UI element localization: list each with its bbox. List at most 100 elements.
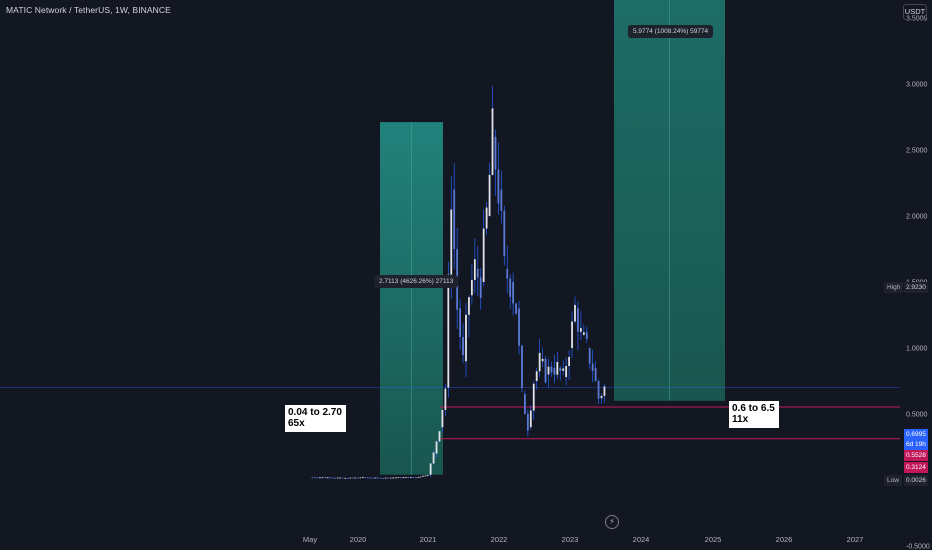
candle-body	[506, 268, 509, 279]
candle-body	[339, 477, 342, 479]
candle-body	[500, 189, 503, 211]
candle-body	[404, 477, 407, 478]
candle-body	[324, 477, 326, 479]
candle-body	[585, 332, 588, 339]
candle-body	[415, 477, 417, 479]
candle-body	[438, 431, 441, 442]
candle-body	[432, 452, 435, 464]
candle-body	[344, 477, 347, 479]
candle-body	[354, 477, 357, 479]
candle-body	[326, 477, 329, 479]
candle-body	[341, 477, 344, 479]
note-right-line2: 11x	[732, 414, 749, 425]
x-tick-label: 2027	[847, 535, 864, 544]
candle-body	[524, 394, 526, 415]
candle-body	[577, 308, 579, 332]
candle-body	[562, 368, 565, 371]
candle-body	[394, 477, 397, 479]
candle-body	[441, 409, 444, 428]
candle-body	[387, 477, 390, 479]
candle-body	[459, 308, 462, 338]
y-tick-label: 0.5000	[906, 412, 928, 419]
note-right[interactable]: 0.6 to 6.5 11x	[729, 401, 779, 428]
candle-body	[541, 358, 544, 362]
candle-body	[364, 477, 367, 479]
candle-body	[331, 477, 334, 479]
candle-body	[351, 477, 354, 479]
candle-body	[462, 337, 464, 356]
candle-body	[465, 314, 467, 362]
candle-body	[369, 477, 372, 479]
projection-box[interactable]	[380, 122, 443, 475]
candle-body	[518, 308, 520, 346]
x-tick-label: 2024	[633, 535, 650, 544]
level1-tag: 0.5528	[904, 450, 928, 461]
candle-body	[447, 274, 450, 388]
candle-body	[579, 328, 582, 332]
candle-body	[509, 278, 512, 297]
note-left-line1: 0.04 to 2.70	[288, 407, 342, 418]
candle-body	[389, 477, 392, 479]
candle-body	[515, 303, 517, 314]
candle-body	[336, 477, 339, 479]
candle-body	[346, 478, 349, 479]
candle-body	[603, 386, 606, 396]
currency-button[interactable]: USDT	[903, 4, 927, 20]
candle-body	[568, 356, 570, 366]
countdown-tag: 6d 19h	[904, 439, 928, 450]
candle-body	[468, 297, 470, 315]
candle-body	[399, 477, 402, 479]
candle-body	[547, 366, 550, 375]
candle-body	[479, 277, 482, 298]
candle-body	[419, 476, 422, 478]
x-tick-label: May	[303, 535, 317, 544]
high-label: High	[884, 282, 904, 293]
candle-body	[356, 477, 359, 479]
x-tick-label: 2023	[562, 535, 579, 544]
candle-body	[429, 463, 432, 475]
candle-body	[412, 477, 415, 478]
candle-body	[491, 108, 494, 175]
candle-body	[444, 388, 447, 410]
low-label: Low	[884, 475, 902, 486]
candle-body	[521, 345, 523, 389]
projection-box[interactable]	[614, 0, 725, 401]
candle-body	[422, 475, 424, 477]
candle-body	[526, 414, 529, 431]
note-left-line2: 65x	[288, 418, 305, 429]
level2-tag: 0.3124	[904, 462, 928, 473]
note-left[interactable]: 0.04 to 2.70 65x	[285, 405, 346, 432]
candle-body	[550, 366, 553, 373]
candle-body	[329, 477, 331, 479]
flash-icon[interactable]: ⚡	[605, 515, 619, 529]
candle-body	[556, 361, 559, 375]
candle-body	[372, 477, 374, 479]
candle-body	[409, 477, 412, 478]
candle-body	[591, 363, 594, 371]
candle-body	[417, 476, 420, 478]
y-tick-label: 3.0000	[906, 82, 928, 89]
candle-body	[600, 395, 603, 399]
x-tick-label: 2021	[420, 535, 437, 544]
x-tick-label: 2026	[776, 535, 793, 544]
candle-body	[470, 280, 473, 296]
candle-body	[594, 367, 597, 381]
x-tick-label: 2022	[491, 535, 508, 544]
candle-body	[485, 207, 488, 229]
chart-title: MATIC Network / TetherUS, 1W, BINANCE	[6, 5, 171, 15]
candle-body	[571, 321, 573, 348]
candle-body	[334, 477, 337, 479]
y-tick-label: 1.0000	[906, 346, 928, 353]
candle-body	[367, 477, 369, 479]
candle-body	[361, 477, 364, 478]
candle-body	[424, 475, 427, 477]
candle-body	[349, 477, 352, 479]
candle-body	[597, 380, 600, 399]
candle-body	[553, 367, 556, 375]
candle-body	[382, 478, 384, 479]
x-tick-label: 2020	[350, 535, 367, 544]
high-value-tag: 2.9230	[904, 282, 928, 293]
candle-body	[532, 383, 535, 411]
candle-body	[402, 477, 405, 479]
